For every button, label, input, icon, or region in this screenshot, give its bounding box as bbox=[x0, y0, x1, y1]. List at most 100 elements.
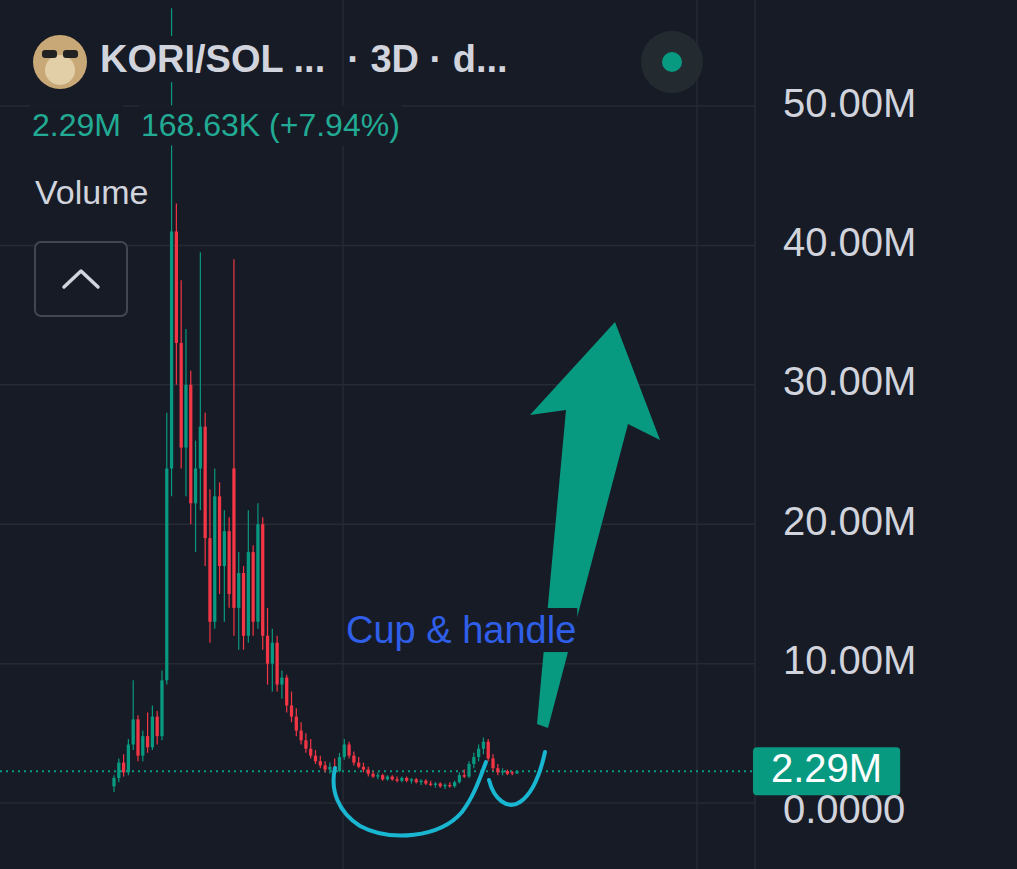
candle-body bbox=[352, 756, 355, 763]
y-tick-label: 20.00M bbox=[783, 499, 916, 543]
candle-body bbox=[443, 785, 446, 786]
candle-body bbox=[511, 772, 514, 773]
pair-title-group: KORI/SOL ... bbox=[98, 36, 327, 82]
candle-body bbox=[491, 758, 494, 768]
candle-body bbox=[271, 643, 274, 664]
candle-body bbox=[299, 731, 302, 741]
candle-body bbox=[285, 678, 288, 706]
candle-body bbox=[242, 573, 245, 636]
candle-body bbox=[170, 231, 173, 468]
grid-line bbox=[0, 663, 755, 665]
candle-body bbox=[165, 468, 168, 680]
candle-body bbox=[395, 779, 398, 780]
candle-body bbox=[275, 643, 278, 685]
candle-body bbox=[266, 636, 269, 664]
annotation-text: Cup & handle bbox=[346, 609, 576, 651]
chevron-icon bbox=[64, 271, 98, 287]
candle-body bbox=[309, 749, 312, 756]
candles bbox=[112, 8, 518, 792]
arrow-drawing bbox=[530, 322, 660, 728]
candle-body bbox=[371, 774, 374, 777]
candle-body bbox=[117, 763, 120, 778]
candle-body bbox=[304, 740, 307, 748]
candle-body bbox=[347, 744, 350, 755]
header-price-group: 2.29M bbox=[30, 105, 123, 145]
candle-body bbox=[328, 767, 331, 770]
candle-body bbox=[434, 784, 437, 785]
candle-body bbox=[357, 763, 360, 767]
candle-body bbox=[472, 757, 475, 764]
candle-body bbox=[439, 784, 442, 787]
header-change-group: 168.63K (+7.94%) bbox=[139, 105, 402, 145]
candle-body bbox=[319, 761, 322, 765]
candle-body bbox=[204, 427, 207, 539]
candle-body bbox=[314, 756, 317, 762]
background bbox=[0, 0, 1017, 869]
candle-wick bbox=[420, 779, 421, 785]
indicator-label: Volume bbox=[35, 173, 148, 211]
candle-body bbox=[280, 678, 283, 685]
grid-line bbox=[0, 523, 755, 525]
collapse-button[interactable] bbox=[35, 242, 127, 316]
candle-body bbox=[410, 779, 413, 780]
last-price-line bbox=[0, 770, 755, 772]
candle-body bbox=[381, 775, 384, 779]
candle-body bbox=[156, 717, 159, 737]
pair-title-patch bbox=[98, 36, 327, 82]
interval-title-patch bbox=[345, 36, 509, 82]
candle-body bbox=[448, 785, 451, 786]
candle-body bbox=[453, 782, 456, 786]
interval-title-group: · 3D · d... bbox=[345, 36, 509, 82]
candle-body bbox=[487, 742, 490, 759]
candle-body bbox=[458, 775, 461, 782]
candle-body bbox=[184, 385, 187, 448]
pair-title: KORI/SOL ... bbox=[100, 38, 325, 80]
annotation-text-patch bbox=[345, 608, 577, 652]
candle-body bbox=[247, 552, 250, 636]
header-price-patch bbox=[30, 105, 123, 145]
annotation-text-group: Cup & handle bbox=[345, 608, 577, 652]
grid-line bbox=[0, 384, 755, 386]
candle-body bbox=[180, 343, 183, 448]
handle-drawing bbox=[489, 752, 545, 805]
candle-body bbox=[151, 717, 154, 748]
avatar bbox=[33, 35, 87, 89]
candle-body bbox=[175, 231, 178, 343]
candle-body bbox=[228, 531, 231, 594]
candle-body bbox=[237, 573, 240, 608]
candle-body bbox=[362, 767, 365, 770]
candle-body bbox=[323, 765, 326, 769]
candle-body bbox=[338, 757, 341, 771]
y-tick-label: 40.00M bbox=[783, 220, 916, 264]
y-axis-line bbox=[754, 0, 756, 869]
avatar-muzzle bbox=[45, 55, 75, 85]
candle-body bbox=[467, 764, 470, 777]
status-ring bbox=[641, 31, 703, 93]
chart-screen: Cup & handle KORI/SOL ... · 3D · d... 2.29M… bbox=[0, 0, 1017, 869]
candle-body bbox=[132, 719, 135, 744]
candle-body bbox=[112, 778, 115, 786]
candle-body bbox=[506, 771, 509, 774]
candle-body bbox=[367, 770, 370, 774]
candle-wick bbox=[464, 770, 465, 778]
y-tick-label: 50.00M bbox=[783, 81, 916, 125]
y-tick-label: 30.00M bbox=[783, 359, 916, 403]
candle-wick bbox=[200, 252, 201, 510]
candle-body bbox=[232, 468, 235, 607]
candle-body bbox=[290, 705, 293, 716]
avatar-glasses bbox=[63, 50, 78, 58]
cup-drawing bbox=[334, 762, 486, 835]
interval-title: · 3D · d... bbox=[347, 38, 507, 80]
candle-body bbox=[218, 496, 221, 566]
candle-body bbox=[515, 771, 518, 773]
y-tick-label: 10.00M bbox=[783, 638, 916, 682]
candle-body bbox=[160, 680, 163, 736]
time-grid bbox=[696, 0, 698, 869]
indicator-label-patch bbox=[33, 171, 150, 213]
candle-body bbox=[127, 744, 130, 772]
collapse-button-frame[interactable] bbox=[35, 242, 127, 316]
y-tick-label: 0.0000 bbox=[783, 787, 905, 831]
candle-body bbox=[251, 552, 254, 622]
candle-body bbox=[482, 742, 485, 749]
grid-line bbox=[0, 802, 755, 804]
